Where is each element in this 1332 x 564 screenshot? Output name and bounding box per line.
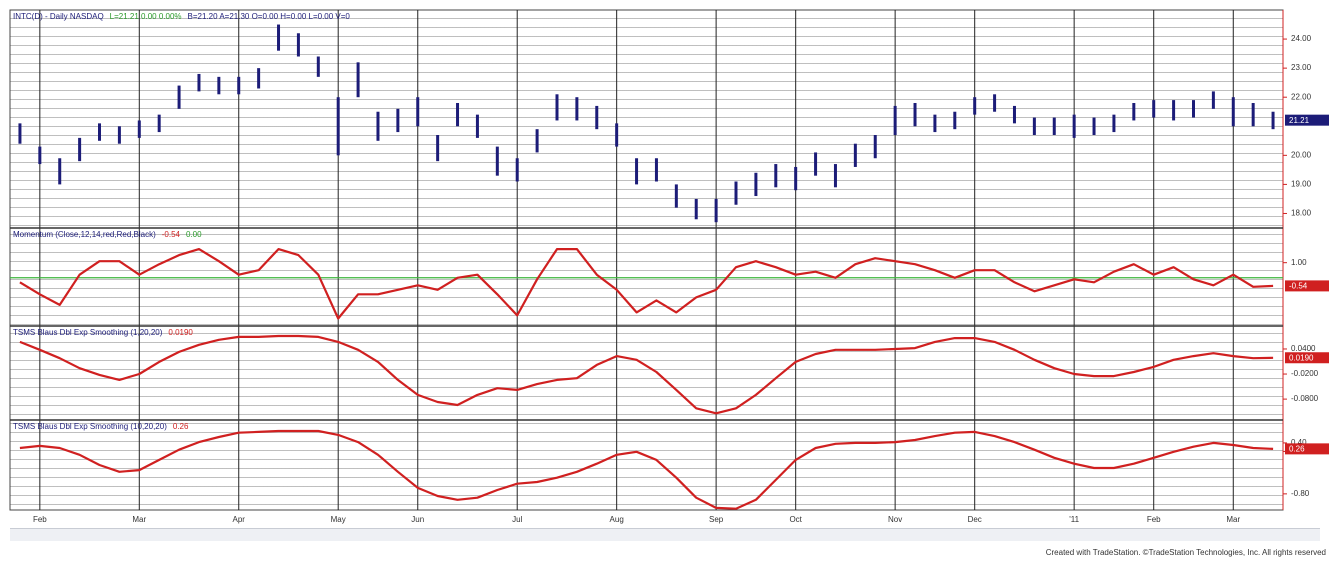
x-tick-label: May <box>331 515 346 524</box>
title-part: TSMS Blaus Dbl Exp Smoothing (10,20,20) <box>13 422 167 431</box>
x-tick-label: '11 <box>1069 515 1079 524</box>
x-tick-label: Jul <box>512 515 522 524</box>
x-tick-label: Oct <box>789 515 802 524</box>
y-tick-label: -0.80 <box>1291 489 1310 498</box>
scrollbar[interactable] <box>10 528 1320 541</box>
last-value-label: 21.21 <box>1289 116 1310 125</box>
x-tick-label: Sep <box>709 515 724 524</box>
pane-title: TSMS Blaus Dbl Exp Smoothing (1,20,20) 0.… <box>13 328 193 337</box>
pane-title: Momentum (Close,12,14,red,Red,Black) -0.5… <box>13 230 202 239</box>
y-tick-label: -0.0800 <box>1291 394 1319 403</box>
indicator-line <box>19 429 1274 510</box>
title-part: INTC(D) - Daily NASDAQ <box>13 12 104 21</box>
last-value-badge <box>1285 443 1329 455</box>
indicator-line <box>19 334 1274 415</box>
x-tick-label: Nov <box>888 515 902 524</box>
x-tick-label: Aug <box>610 515 624 524</box>
x-tick-label: Mar <box>132 515 146 524</box>
y-tick-label: 23.00 <box>1291 63 1312 72</box>
x-tick-label: Feb <box>1147 515 1161 524</box>
y-tick-label: 19.00 <box>1291 180 1312 189</box>
x-tick-label: Mar <box>1226 515 1240 524</box>
last-value-label: -0.54 <box>1289 282 1308 291</box>
y-tick-label: 24.00 <box>1291 34 1312 43</box>
footer: Created with TradeStation. ©TradeStation… <box>1046 548 1326 557</box>
grid-background <box>10 10 1283 510</box>
last-value-badge <box>1285 352 1329 364</box>
last-value-badge <box>1285 114 1329 126</box>
x-tick-label: Jun <box>411 515 424 524</box>
y-tick-label: 0.40 <box>1291 438 1307 447</box>
y-tick-label: 20.00 <box>1291 150 1312 159</box>
title-part: TSMS Blaus Dbl Exp Smoothing (1,20,20) <box>13 328 163 337</box>
last-value-label: 0.26 <box>1289 444 1305 453</box>
last-value-label: 0.0190 <box>1289 353 1314 362</box>
title-part: L=21.21 0.00 0.00% <box>110 12 182 21</box>
y-tick-label: -0.0200 <box>1291 369 1319 378</box>
title-part: B=21.20 A=21.30 O=0.00 H=0.00 L=0.00 V=0 <box>188 12 351 21</box>
last-value-badge <box>1285 280 1329 292</box>
pane-title: TSMS Blaus Dbl Exp Smoothing (10,20,20) 0… <box>13 422 189 431</box>
indicator-line <box>19 248 1274 320</box>
y-tick-label: 18.00 <box>1291 209 1312 218</box>
title-part: -0.54 <box>162 230 181 239</box>
title-part: 0.00 <box>186 230 202 239</box>
title-part: 0.26 <box>173 422 189 431</box>
y-tick-label: 0.0400 <box>1291 344 1316 353</box>
x-tick-label: Apr <box>233 515 246 524</box>
y-tick-label: 22.00 <box>1291 92 1312 101</box>
pane-title: INTC(D) - Daily NASDAQ L=21.21 0.00 0.00%… <box>13 12 350 21</box>
chart-frame <box>9 9 1284 511</box>
y-tick-label: 1.00 <box>1291 258 1307 267</box>
title-part: 0.0190 <box>168 328 193 337</box>
x-tick-label: Dec <box>968 515 982 524</box>
title-part: Momentum (Close,12,14,red,Red,Black) <box>13 230 156 239</box>
x-tick-label: Feb <box>33 515 47 524</box>
